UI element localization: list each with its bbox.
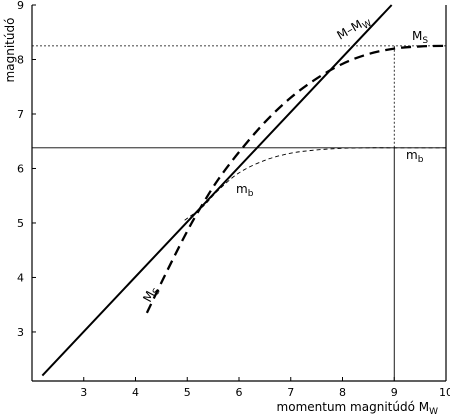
curve-label-ms-top: MS [412,29,428,46]
y-tick-label-8: 8 [17,53,24,66]
curve-label-m-mw: M–MW [335,13,374,46]
series-line-m_eq_mw [41,4,393,377]
curve-label-mb-middle: mb [236,182,254,199]
y-tick-label-4: 4 [17,271,24,284]
axis-ticks: 3 4 5 6 7 8 9 10 3 4 5 6 7 8 9 [17,0,450,399]
curve-label-ms-bottom: MS [140,283,163,305]
x-tick-label-6: 6 [236,386,243,399]
curves [41,4,447,377]
x-tick-label-5: 5 [184,386,191,399]
x-tick-label-8: 8 [339,386,346,399]
y-tick-label-9: 9 [17,0,24,12]
curve-label-mb-right: mb [406,148,424,165]
x-tick-label-7: 7 [287,386,294,399]
y-tick-label-3: 3 [17,326,24,339]
x-tick-label-4: 4 [132,386,139,399]
series-line-ms [145,44,447,314]
x-axis-title: momentum magnitúdó MW [277,400,439,415]
x-tick-label-9: 9 [391,386,398,399]
y-tick-label-5: 5 [17,217,24,230]
x-tick-label-10: 10 [439,386,450,399]
series-line-mb [184,147,446,221]
y-tick-label-7: 7 [17,108,24,121]
x-tick-label-3: 3 [80,386,87,399]
reference-lines [32,45,446,381]
y-tick-label-6: 6 [17,162,24,175]
y-axis-title: magnitúdó [3,18,17,83]
